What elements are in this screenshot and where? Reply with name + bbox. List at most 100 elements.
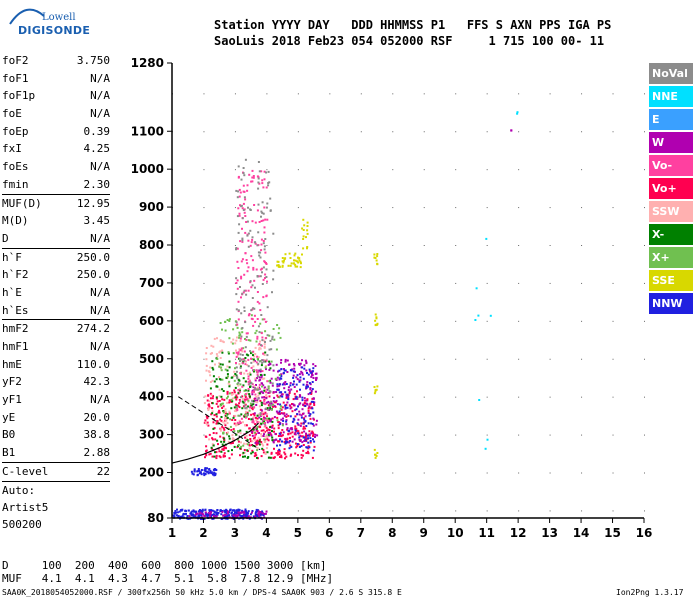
echo-point — [274, 432, 277, 435]
echo-point — [233, 379, 236, 382]
echo-point — [376, 322, 379, 325]
echo-point — [303, 418, 306, 421]
echo-point — [311, 456, 314, 459]
echo-point — [285, 419, 288, 422]
echo-point — [252, 416, 255, 419]
echo-point — [204, 473, 207, 476]
echo-point — [257, 275, 260, 278]
echo-point — [251, 434, 254, 437]
echo-point — [252, 421, 255, 424]
echo-point — [255, 268, 258, 271]
echo-point — [239, 366, 242, 369]
echo-point — [284, 457, 286, 460]
echo-point — [263, 512, 266, 515]
echo-point — [264, 403, 267, 406]
echo-point — [210, 509, 213, 512]
echo-point — [278, 450, 281, 453]
echo-point — [287, 414, 290, 417]
echo-point — [286, 427, 289, 430]
echo-point — [269, 390, 272, 393]
echo-point — [223, 439, 226, 442]
echo-point — [277, 451, 280, 454]
echo-point — [249, 350, 252, 353]
legend-entry-w: W — [649, 132, 693, 153]
echo-point — [227, 431, 229, 434]
echo-point — [235, 394, 238, 397]
echo-point — [310, 400, 313, 403]
echo-point — [232, 352, 235, 355]
echo-point — [264, 366, 267, 369]
echo-point — [225, 397, 228, 400]
echo-point — [273, 456, 276, 459]
echo-point — [270, 402, 273, 405]
echo-point — [272, 364, 275, 367]
echo-point — [198, 469, 201, 472]
echo-point — [269, 339, 272, 342]
echo-point — [250, 317, 253, 320]
echo-point — [485, 237, 488, 240]
echo-point — [276, 385, 279, 388]
echo-point — [278, 383, 281, 386]
echo-point — [312, 449, 315, 452]
echo-point — [238, 391, 241, 394]
echo-point — [254, 387, 257, 389]
echo-point — [240, 441, 242, 444]
echo-point — [285, 403, 288, 406]
echo-point — [262, 422, 264, 424]
echo-point — [289, 436, 291, 439]
param-value: N/A — [90, 393, 110, 407]
echo-point — [243, 174, 246, 177]
echo-point — [282, 412, 285, 415]
echo-point — [215, 397, 218, 400]
echo-point — [244, 410, 247, 413]
echo-point — [262, 384, 265, 387]
echo-point — [244, 393, 247, 396]
echo-point — [280, 393, 283, 396]
echo-point — [248, 409, 251, 412]
echo-point — [239, 204, 241, 207]
echo-point — [306, 221, 309, 224]
echo-point — [272, 405, 274, 408]
echo-point — [209, 471, 211, 474]
echo-point — [244, 215, 247, 217]
param-value: N/A — [90, 71, 110, 85]
echo-point — [278, 421, 280, 424]
echo-point — [279, 336, 282, 339]
echo-point — [256, 275, 259, 277]
param-key: yE — [2, 410, 16, 424]
echo-point — [197, 515, 200, 518]
echo-point — [243, 442, 245, 445]
echo-point — [237, 430, 239, 433]
echo-point — [247, 375, 250, 378]
echo-point — [271, 420, 274, 423]
echo-point — [244, 357, 247, 359]
echo-point — [221, 510, 224, 512]
echo-point — [264, 351, 267, 354]
echo-point — [306, 246, 309, 248]
echo-point — [242, 167, 245, 169]
echo-point — [259, 340, 261, 343]
echo-point — [259, 426, 262, 429]
echo-point — [296, 374, 299, 377]
echo-point — [223, 410, 226, 413]
echo-point — [263, 170, 266, 173]
echo-point — [203, 514, 206, 517]
echo-point — [241, 398, 244, 401]
echo-point — [243, 372, 246, 375]
echo-point — [236, 354, 239, 357]
param-value: N/A — [90, 231, 110, 245]
echo-point — [219, 340, 222, 342]
echo-point — [243, 310, 246, 312]
echo-point — [301, 431, 304, 434]
echo-point — [311, 423, 314, 425]
echo-point — [250, 404, 253, 407]
echo-point — [233, 422, 236, 425]
echo-point — [185, 510, 187, 513]
echo-point — [264, 451, 267, 454]
echo-point — [279, 407, 282, 410]
echo-point — [257, 512, 260, 515]
echo-point — [250, 180, 253, 183]
echo-point — [276, 388, 279, 391]
echo-point — [248, 380, 251, 383]
echo-point — [204, 470, 207, 473]
